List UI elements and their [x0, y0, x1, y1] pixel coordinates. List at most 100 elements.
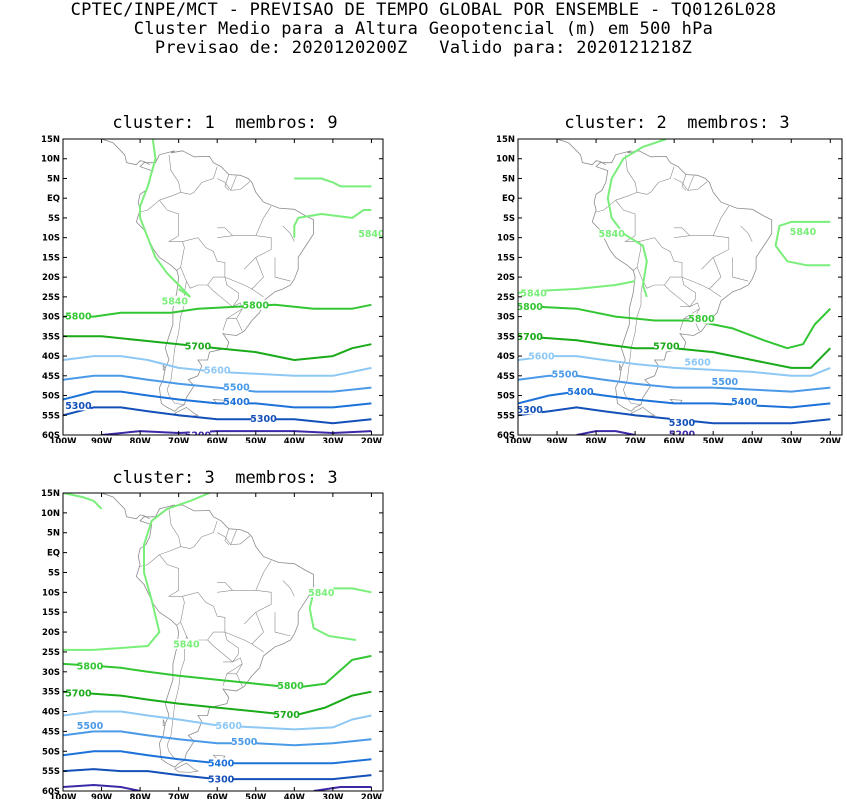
country-border [615, 200, 642, 271]
country-border [740, 225, 753, 242]
map-frame [62, 492, 384, 792]
island [174, 762, 199, 773]
contour-5840 [293, 209, 372, 238]
lon-label: 90W [91, 437, 113, 443]
contour-label-bg [552, 368, 577, 379]
country-border [274, 612, 291, 637]
lat-label: 15N [41, 135, 60, 145]
contour-label-bg [732, 396, 757, 407]
contour-label-bg [185, 341, 210, 352]
contour-label-bg [669, 429, 694, 435]
map-area: 5840 5840 5800 5800 5700 5700 5600 5500 5500 5400… [63, 493, 372, 791]
contour-label-bg [162, 295, 187, 306]
contour-label-5300: 5300 [250, 414, 277, 425]
contour-label-5300: 5300 [208, 775, 235, 786]
lat-label: 40S [497, 352, 515, 362]
contour-label-bg [689, 313, 714, 324]
panel-1-title: cluster: 1 membros: 9 [112, 113, 338, 133]
header-line-2: Cluster Medio para a Altura Geopotencial… [133, 19, 714, 39]
contour-label-5300: 5300 [669, 418, 696, 429]
lat-label: 50S [42, 392, 60, 402]
lat-label: 15N [496, 135, 515, 145]
country-border [712, 205, 730, 236]
contour-label-5600: 5600 [684, 357, 711, 368]
country-border [282, 580, 295, 597]
lat-label: 55S [42, 767, 60, 777]
country-border [159, 520, 218, 555]
country-border [217, 235, 272, 270]
lat-label: 35S [42, 332, 60, 342]
map-panel-cluster-3: 5840 5840 5800 5800 5700 5700 5600 5500 5500 5400… [41, 489, 384, 799]
contour-label-5800: 5800 [243, 300, 270, 311]
lat-label: 5N [47, 529, 60, 539]
lon-label: 50W [703, 437, 725, 443]
contour-label-bg [216, 720, 241, 731]
contour-label-bg [685, 356, 710, 367]
contour-label-5400: 5400 [731, 397, 758, 408]
lat-label: 20S [497, 273, 515, 283]
lon-label: 90W [91, 793, 113, 799]
country-border [217, 582, 233, 591]
contour-label-bg [274, 709, 299, 720]
contour-label-5800: 5800 [516, 302, 543, 313]
lat-label: 25S [497, 293, 515, 303]
country-border [251, 257, 264, 298]
country-border [236, 318, 243, 332]
coastline-central-america [556, 139, 606, 166]
contour-label-5840: 5840 [598, 229, 625, 240]
coastline-central-america [101, 139, 150, 166]
contour-5500 [63, 374, 372, 393]
contour-5200 [313, 786, 372, 791]
panel-3-title: cluster: 3 membros: 3 [112, 468, 338, 488]
contour-label-bg [712, 376, 737, 387]
lon-label: 100W [504, 437, 532, 443]
panel-2-title: cluster: 2 membros: 3 [564, 113, 790, 133]
country-border [251, 612, 264, 653]
contour-label-bg [568, 386, 593, 397]
contour-5840 [139, 139, 191, 298]
contour-label-5700: 5700 [516, 332, 543, 343]
lat-label: 55S [497, 411, 515, 421]
header-line-3: Previsao de: 2020120200Z Valido para: 20… [154, 38, 693, 58]
lon-label: 60W [207, 793, 229, 799]
contour-label-5800: 5800 [77, 661, 104, 672]
lat-label: 10N [41, 509, 60, 519]
lat-label: 40S [42, 708, 60, 718]
lon-label: 50W [245, 437, 267, 443]
country-border [681, 276, 710, 290]
contour-label-5700: 5700 [185, 342, 212, 353]
lat-label: EQ [47, 194, 60, 204]
lat-label: 5N [47, 174, 60, 184]
country-border [182, 591, 228, 641]
contour-5600 [518, 355, 831, 377]
contour-label-bg [654, 341, 679, 352]
country-border [236, 673, 243, 687]
country-border [596, 199, 616, 213]
lon-label: 70W [168, 437, 190, 443]
contour-label-5400: 5400 [208, 759, 235, 770]
country-border [625, 154, 638, 193]
country-border [159, 200, 185, 271]
contour-label-bg [518, 404, 542, 415]
country-border [230, 529, 237, 545]
contour-label-5600: 5600 [204, 365, 231, 376]
lat-label: 35S [42, 688, 60, 698]
island [162, 719, 166, 726]
country-border [615, 166, 675, 201]
contour-5200 [63, 784, 141, 791]
contour-label-bg [521, 287, 546, 298]
country-border [182, 237, 228, 286]
lat-label: 10S [42, 588, 60, 598]
lat-label: 5S [48, 214, 60, 224]
lon-label: 80W [129, 437, 151, 443]
contour-label-5800: 5800 [688, 314, 715, 325]
lat-label: 30S [42, 668, 60, 678]
map-area: 5840584058005800570056005500540053005300… [63, 139, 383, 435]
lat-label: 15N [41, 489, 60, 499]
country-border [708, 257, 722, 298]
contour-label-5840: 5840 [162, 296, 189, 307]
contour-label-bg [66, 687, 91, 698]
contour-label-5600: 5600 [216, 721, 243, 732]
contour-5700 [63, 335, 372, 361]
map-frame [62, 138, 384, 436]
